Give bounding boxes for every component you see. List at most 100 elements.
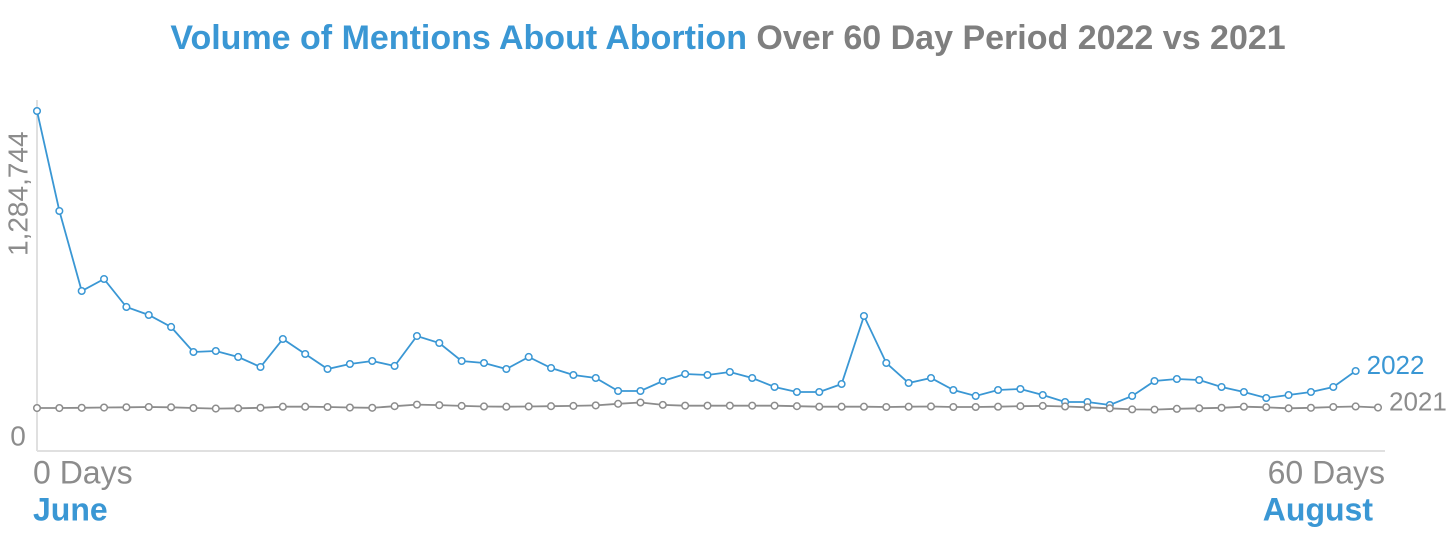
data-point [390,402,399,411]
data-point [926,402,936,411]
data-point [748,401,757,410]
data-point [323,402,332,412]
data-point [926,373,936,383]
data-point [703,401,712,410]
data-point [1262,393,1271,403]
data-point [1262,403,1271,412]
data-point [100,403,109,412]
data-point [234,352,243,362]
series-label: 2022 [1367,350,1425,380]
data-point [1329,402,1338,412]
data-point [1061,402,1070,411]
data-point [189,403,198,413]
data-point [301,349,310,359]
data-point [412,331,422,341]
data-point [837,402,846,411]
data-point [211,346,220,356]
data-point [569,370,578,380]
data-point [390,361,399,371]
data-point [1150,376,1159,386]
data-point [502,402,511,411]
data-point [1172,374,1181,384]
data-point [614,399,623,408]
data-point [32,403,42,413]
y-tick-label: 0 [10,420,26,451]
chart-title: Volume of Mentions About Abortion Over 6… [170,19,1285,57]
data-point [882,358,891,368]
data-point [658,376,667,386]
data-point [1373,403,1383,412]
data-point [412,400,422,409]
data-point [1038,390,1047,400]
data-point [77,403,86,412]
data-point [122,403,131,412]
data-point [859,402,869,411]
data-point [547,402,556,411]
data-point [524,352,533,362]
data-point [1016,384,1025,394]
data-point [1083,403,1092,412]
data-point [144,402,153,412]
data-point [1351,366,1360,376]
data-point [144,310,153,320]
data-point [614,386,623,396]
data-point [837,379,846,389]
data-point [256,362,265,372]
data-point [256,403,265,412]
data-point [1284,390,1293,400]
data-point [1105,404,1114,413]
data-point [1172,404,1181,413]
data-point [882,402,891,412]
data-point [1128,391,1137,401]
data-point [301,402,310,411]
data-point [949,402,958,412]
data-point [1128,405,1137,414]
series-line [36,110,1357,406]
data-point [815,402,824,411]
data-point [636,398,645,407]
data-point [859,311,869,321]
data-point [770,382,779,392]
data-point [1038,401,1047,410]
month-label: August [1263,491,1374,527]
data-point [792,402,801,411]
data-point [994,402,1003,411]
data-point [1195,375,1204,385]
data-point [636,386,645,396]
data-point [278,334,287,344]
data-point [904,402,913,411]
data-point [658,400,667,409]
data-point [167,403,176,412]
data-point [100,274,109,284]
data-point [1195,404,1204,413]
y-tick-label: 1,284,744 [2,131,33,256]
series-label: 2021 [1389,386,1447,416]
data-point [278,402,287,411]
data-point [345,359,354,369]
data-point [234,404,243,413]
data-point [748,373,757,383]
data-point [55,206,64,216]
data-point [1016,402,1025,411]
data-point [1284,404,1293,413]
data-point [792,387,801,397]
data-point [77,286,86,296]
data-point [591,373,600,383]
data-point [703,370,712,380]
data-point [971,391,980,401]
data-point [457,356,466,366]
data-point [457,401,466,410]
data-point [345,403,354,412]
x-tick-label: 60 Days [1268,454,1385,490]
title-part: Over 60 Day Period 2022 vs 2021 [756,19,1285,57]
data-point [368,356,377,366]
data-point [725,367,734,377]
data-point [1351,402,1360,411]
data-point [547,363,556,373]
data-point [32,106,42,116]
data-point [591,401,600,410]
data-point [1239,402,1248,411]
data-point [725,401,734,410]
data-point [55,403,64,413]
